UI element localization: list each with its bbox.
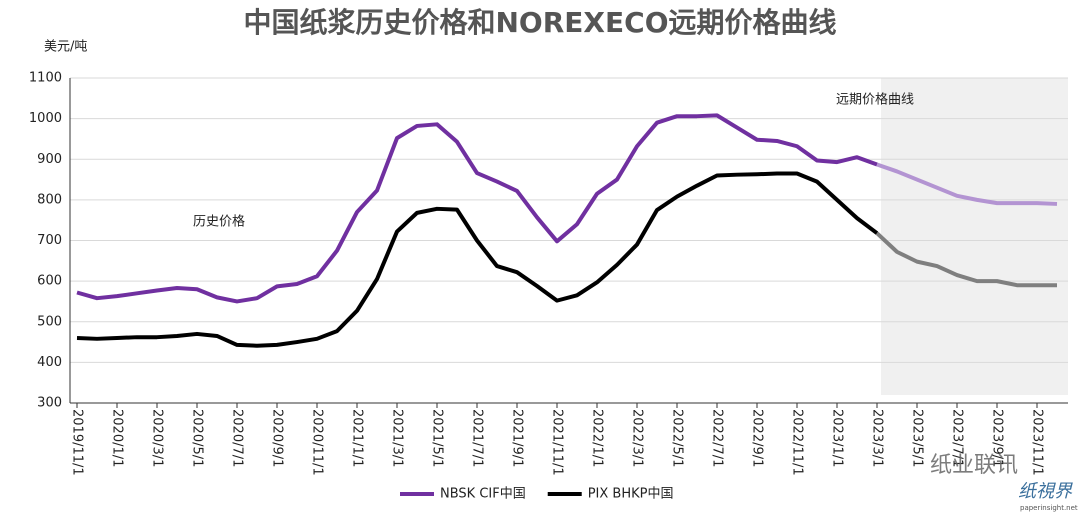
y-tick-label: 400 xyxy=(37,355,62,370)
forecast-line xyxy=(875,231,1057,288)
x-tick-label: 2023/11/1 xyxy=(1030,409,1045,476)
x-tick-label: 2022/1/1 xyxy=(590,409,605,467)
x-tick-label: 2019/11/1 xyxy=(70,409,85,476)
history-line xyxy=(76,113,878,304)
x-tick-label: 2023/7/1 xyxy=(950,409,965,467)
y-tick-label: 900 xyxy=(37,152,62,167)
watermark: 纸視界 xyxy=(1018,481,1073,502)
x-tick-label: 2023/3/1 xyxy=(870,409,885,467)
watermark: 纸业联讯 xyxy=(930,453,1018,478)
y-axis-label: 美元/吨 xyxy=(44,40,87,55)
x-tick-label: 2021/3/1 xyxy=(390,409,405,467)
x-tick-label: 2020/9/1 xyxy=(270,409,285,467)
x-tick-label: 2020/7/1 xyxy=(230,409,245,467)
y-tick-label: 600 xyxy=(37,274,62,289)
x-tick-label: 2022/5/1 xyxy=(670,409,685,467)
annotation: 远期价格曲线 xyxy=(836,92,914,108)
x-tick-label: 2020/3/1 xyxy=(150,409,165,467)
x-tick-label: 2021/5/1 xyxy=(430,409,445,467)
y-tick-label: 300 xyxy=(37,396,62,411)
x-tick-label: 2021/7/1 xyxy=(470,409,485,467)
legend-label: PIX BHKP中国 xyxy=(588,487,674,502)
x-tick-label: 2020/1/1 xyxy=(110,409,125,467)
x-tick-label: 2023/9/1 xyxy=(990,409,1005,467)
x-tick-label: 2023/1/1 xyxy=(830,409,845,467)
annotation: 历史价格 xyxy=(193,214,245,230)
x-tick-label: 2022/7/1 xyxy=(710,409,725,467)
x-tick-label: 2022/3/1 xyxy=(630,409,645,467)
x-tick-label: 2023/5/1 xyxy=(910,409,925,467)
y-tick-label: 1100 xyxy=(29,71,62,86)
forecast-line xyxy=(876,162,1058,206)
chart-title: 中国纸浆历史价格和NOREXECO远期价格曲线 xyxy=(244,6,837,39)
x-tick-label: 2022/11/1 xyxy=(790,409,805,476)
legend-label: NBSK CIF中国 xyxy=(440,487,526,502)
x-tick-label: 2022/9/1 xyxy=(750,409,765,467)
x-tick-label: 2020/11/1 xyxy=(310,409,325,476)
y-tick-label: 500 xyxy=(37,314,62,329)
x-tick-label: 2020/5/1 xyxy=(190,409,205,467)
forecast-region xyxy=(881,78,1068,395)
x-tick-label: 2021/9/1 xyxy=(510,409,525,467)
x-tick-label: 2021/1/1 xyxy=(350,409,365,467)
x-tick-label: 2021/11/1 xyxy=(550,409,565,476)
y-tick-label: 1000 xyxy=(29,111,62,126)
y-tick-label: 800 xyxy=(37,192,62,207)
y-tick-label: 700 xyxy=(37,233,62,248)
watermark: paperinsight.net xyxy=(1020,504,1078,512)
history-line xyxy=(76,171,879,348)
